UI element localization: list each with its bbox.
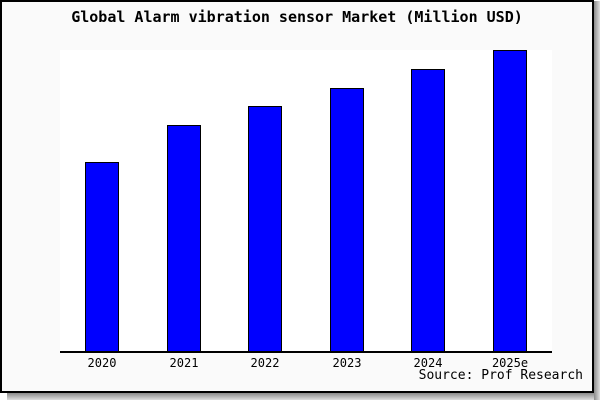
frame-shadow-bottom (7, 393, 594, 400)
x-tick-2021: 2021 (169, 356, 199, 370)
frame-shadow-right (594, 1, 600, 400)
chart-title: Global Alarm vibration sensor Market (Mi… (71, 8, 523, 26)
source-label: Source: Prof Research (418, 368, 583, 383)
bar-2023 (330, 88, 364, 351)
x-axis-line (60, 351, 552, 353)
bar-2021 (167, 125, 201, 351)
bar-2024 (411, 69, 445, 351)
bar-2022 (248, 106, 282, 351)
bar-2025e (493, 50, 527, 351)
x-tick-2025e: 2025e (491, 356, 529, 370)
chart-frame: Global Alarm vibration sensor Market (Mi… (0, 0, 594, 393)
x-tick-2024: 2024 (413, 356, 443, 370)
x-tick-2020: 2020 (87, 356, 117, 370)
plot-area (60, 50, 552, 351)
bar-2020 (85, 162, 119, 351)
x-tick-2022: 2022 (250, 356, 280, 370)
x-tick-2023: 2023 (332, 356, 362, 370)
